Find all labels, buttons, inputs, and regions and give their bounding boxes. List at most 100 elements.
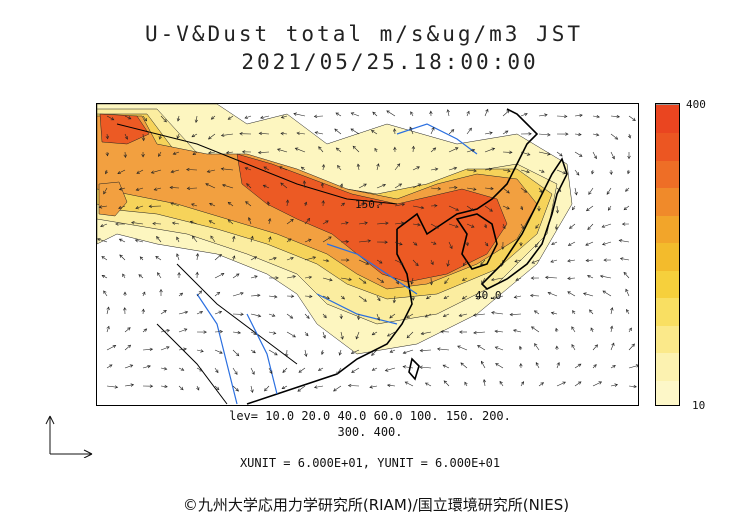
wind-vector-head xyxy=(220,167,225,171)
wind-vector-head xyxy=(374,147,378,152)
wind-vector xyxy=(447,109,450,117)
wind-vector-head xyxy=(473,169,477,173)
wind-vector-head xyxy=(305,332,309,337)
wind-vector-head xyxy=(623,206,628,211)
wind-vector-head xyxy=(384,240,388,244)
wind-vector xyxy=(268,331,276,334)
wind-vector-head xyxy=(309,294,313,299)
wind-vector-head xyxy=(186,167,190,172)
wind-vector xyxy=(385,367,396,371)
wind-vector-head xyxy=(577,381,582,385)
wind-vector xyxy=(556,362,560,369)
wind-vector xyxy=(602,241,612,245)
wind-vector-head xyxy=(378,260,383,264)
wind-vector-head xyxy=(591,171,595,175)
wind-vector-head xyxy=(177,271,181,276)
wind-vector-head xyxy=(157,272,161,276)
wind-vector xyxy=(122,273,126,279)
wind-vector-head xyxy=(616,114,621,119)
wind-vector-head xyxy=(567,291,571,295)
wind-vector-head xyxy=(406,314,410,318)
wind-vector-head xyxy=(540,382,545,386)
wind-vector xyxy=(412,205,424,209)
wind-vector xyxy=(448,147,459,153)
wind-vector-head xyxy=(593,364,597,368)
wind-vector-head xyxy=(494,329,498,334)
wind-vector xyxy=(412,183,421,189)
wind-vector xyxy=(304,218,310,225)
wind-vector xyxy=(420,349,432,351)
wind-vector-head xyxy=(519,345,523,350)
wind-vector-head xyxy=(393,146,397,151)
wind-vector xyxy=(623,272,630,279)
wind-vector-head xyxy=(504,130,509,134)
wind-vector xyxy=(232,236,235,243)
wind-vector xyxy=(221,133,234,136)
wind-vector xyxy=(610,115,620,118)
wind-vector xyxy=(321,349,324,355)
wind-vector-head xyxy=(458,313,463,317)
wind-vector-head xyxy=(218,253,222,258)
wind-vector xyxy=(502,205,510,210)
wind-vector xyxy=(176,253,180,261)
wind-vector xyxy=(619,240,630,243)
wind-vector xyxy=(567,291,576,297)
wind-vector-head xyxy=(276,148,281,152)
wind-vector-head xyxy=(192,151,197,156)
wind-vector xyxy=(550,259,558,263)
wind-vector xyxy=(170,202,180,207)
wind-vector xyxy=(277,148,288,153)
colorbar-segment xyxy=(656,159,679,189)
wind-vector-head xyxy=(446,263,450,267)
wind-vector xyxy=(250,236,253,243)
wind-vector-head xyxy=(370,130,375,134)
wind-vector xyxy=(358,277,367,284)
wind-vector xyxy=(462,277,468,281)
wind-vector xyxy=(268,295,277,298)
wind-vector xyxy=(412,223,421,226)
wind-vector xyxy=(268,349,278,356)
wind-vector xyxy=(210,235,216,243)
wind-vector-head xyxy=(541,169,545,173)
wind-vector xyxy=(286,257,294,261)
wind-vector xyxy=(232,292,244,297)
wind-vector xyxy=(178,348,187,351)
wind-vector-head xyxy=(240,312,244,316)
wind-vector xyxy=(481,277,486,284)
wind-vector xyxy=(421,331,432,335)
wind-vector-head xyxy=(449,245,453,250)
wind-vector xyxy=(628,133,631,139)
wind-vector-head xyxy=(409,126,413,131)
wind-vector xyxy=(500,259,504,267)
wind-vector xyxy=(492,295,504,299)
wind-vector-head xyxy=(314,131,319,135)
wind-vector-head xyxy=(379,202,383,206)
wind-vector xyxy=(448,167,457,171)
wind-vector xyxy=(583,293,594,297)
colorbar-segment xyxy=(656,269,679,299)
wind-vector-head xyxy=(477,345,481,349)
wind-vector-head xyxy=(386,333,391,337)
wind-vector-head xyxy=(183,347,187,351)
wind-vector-head xyxy=(278,166,283,170)
wind-vector-head xyxy=(628,327,632,332)
wind-vector-head xyxy=(475,296,480,300)
wind-vector-head xyxy=(321,200,325,204)
wind-vector xyxy=(466,169,477,172)
wind-vector-head xyxy=(320,351,325,356)
wind-vector-head xyxy=(526,169,530,174)
wind-vector xyxy=(443,380,450,387)
wind-vector-head xyxy=(437,187,442,191)
wind-vector xyxy=(610,342,615,351)
wind-vector xyxy=(207,169,216,173)
wind-vector-head xyxy=(122,273,126,278)
wind-vector-head xyxy=(473,187,477,191)
wind-vector xyxy=(250,294,261,297)
wind-vector-head xyxy=(521,225,525,230)
wind-vector-head xyxy=(555,210,560,214)
wind-vector xyxy=(158,151,162,157)
wind-vector-head xyxy=(398,183,403,187)
wind-vector-head xyxy=(363,183,367,187)
wind-vector xyxy=(592,151,597,159)
wind-vector xyxy=(192,151,198,155)
